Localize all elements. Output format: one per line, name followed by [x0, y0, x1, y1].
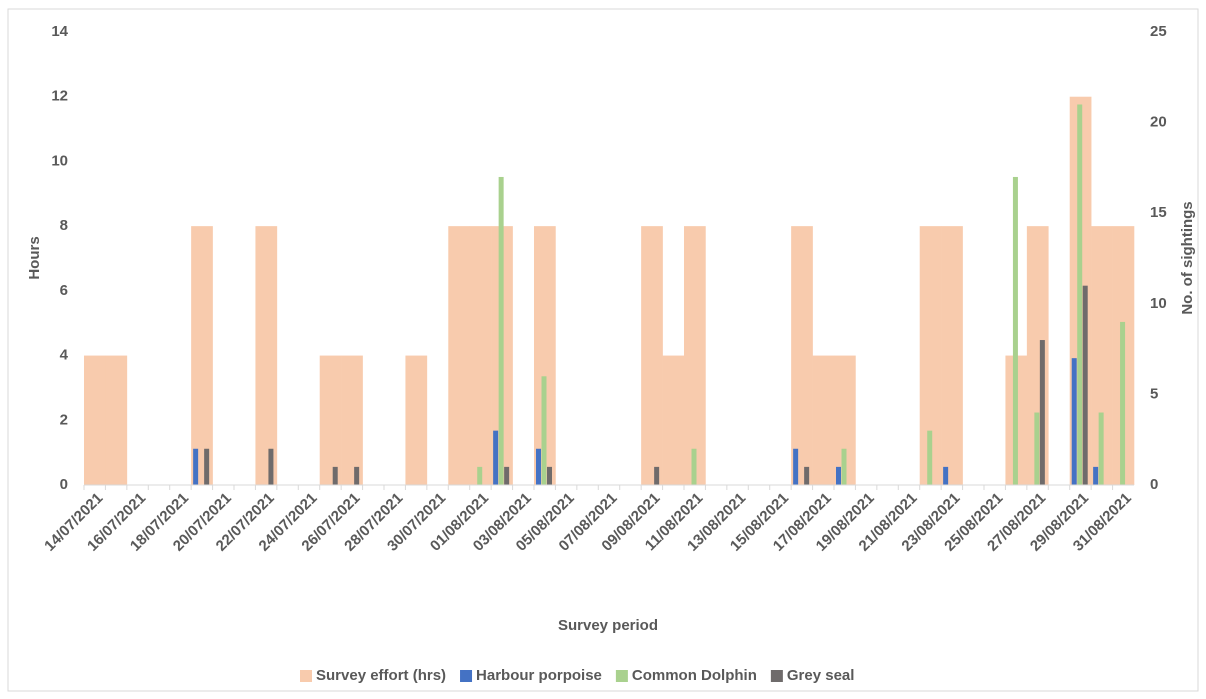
effort-bar	[684, 226, 706, 485]
sighting-bar	[268, 448, 274, 485]
sighting-bar	[691, 448, 697, 485]
sighting-bar	[1071, 358, 1077, 485]
legend-label: Common Dolphin	[632, 667, 757, 684]
sighting-bar	[943, 466, 949, 485]
sighting-bar	[1093, 466, 1099, 485]
y-axis-label: Hours	[26, 236, 43, 279]
effort-bar	[84, 355, 106, 485]
effort-bar	[191, 226, 213, 485]
y2-tick-label: 10	[1150, 295, 1167, 312]
y2-tick-label: 5	[1150, 385, 1158, 402]
y2-tick-label: 0	[1150, 476, 1158, 493]
effort-bar	[319, 355, 342, 485]
sighting-bar	[354, 466, 360, 485]
y-tick-label: 2	[60, 411, 68, 428]
y-tick-label: 12	[51, 88, 68, 105]
sighting-bar	[504, 466, 510, 485]
effort-bar	[812, 355, 835, 485]
sighting-bar	[654, 466, 660, 485]
y-tick-label: 10	[51, 152, 68, 169]
sighting-bar	[1098, 412, 1104, 485]
effort-bar	[641, 226, 663, 485]
sighting-bar	[804, 466, 810, 485]
legend-label: Grey seal	[787, 667, 855, 684]
effort-bar	[448, 226, 471, 485]
effort-bar	[105, 355, 128, 485]
effort-bar	[662, 355, 685, 485]
effort-bar	[791, 226, 813, 485]
sighting-bar	[193, 448, 199, 485]
sighting-bar	[493, 430, 499, 485]
sighting-bar	[841, 448, 847, 485]
sighting-bar	[547, 466, 552, 485]
sighting-bar	[836, 466, 841, 485]
sighting-bar	[1039, 340, 1045, 485]
y-tick-label: 0	[60, 476, 68, 493]
sighting-bar	[927, 430, 933, 485]
sighting-bar	[1034, 412, 1040, 485]
effort-bar	[341, 355, 363, 485]
sighting-bar	[1012, 176, 1018, 485]
effort-bar	[469, 226, 492, 485]
effort-bar	[255, 226, 278, 485]
effort-bar	[941, 226, 963, 485]
effort-bar	[534, 226, 556, 485]
sighting-bar	[477, 466, 483, 485]
sighting-bar	[536, 448, 541, 485]
legend-swatch	[615, 670, 628, 682]
effort-bar	[1091, 226, 1113, 485]
legend-label: Survey effort (hrs)	[316, 667, 446, 684]
legend-swatch	[770, 670, 783, 682]
y-tick-label: 14	[51, 23, 68, 40]
chart-border	[7, 8, 1199, 692]
effort-bar	[405, 355, 428, 485]
effort-bar	[834, 355, 856, 485]
effort-bar	[919, 226, 942, 485]
sighting-bar	[332, 466, 338, 485]
y2-tick-label: 25	[1150, 23, 1167, 40]
sighting-bar	[1077, 104, 1083, 485]
y2-tick-label: 20	[1150, 114, 1167, 131]
sighting-bar	[1120, 321, 1126, 485]
y2-axis-label: No. of sightings	[1179, 201, 1196, 314]
legend-label: Harbour porpoise	[476, 667, 602, 684]
sighting-bar	[498, 176, 504, 485]
sighting-bar	[793, 448, 799, 485]
sighting-bar	[1082, 285, 1088, 485]
x-axis-label: Survey period	[558, 617, 658, 634]
y2-tick-label: 15	[1150, 204, 1167, 221]
sighting-bar	[541, 376, 547, 485]
legend-swatch	[460, 670, 473, 682]
legend-swatch	[300, 670, 312, 682]
y-tick-label: 4	[60, 347, 69, 364]
y-tick-label: 8	[60, 217, 68, 234]
sighting-bar	[204, 448, 210, 485]
y-tick-label: 6	[60, 282, 68, 299]
